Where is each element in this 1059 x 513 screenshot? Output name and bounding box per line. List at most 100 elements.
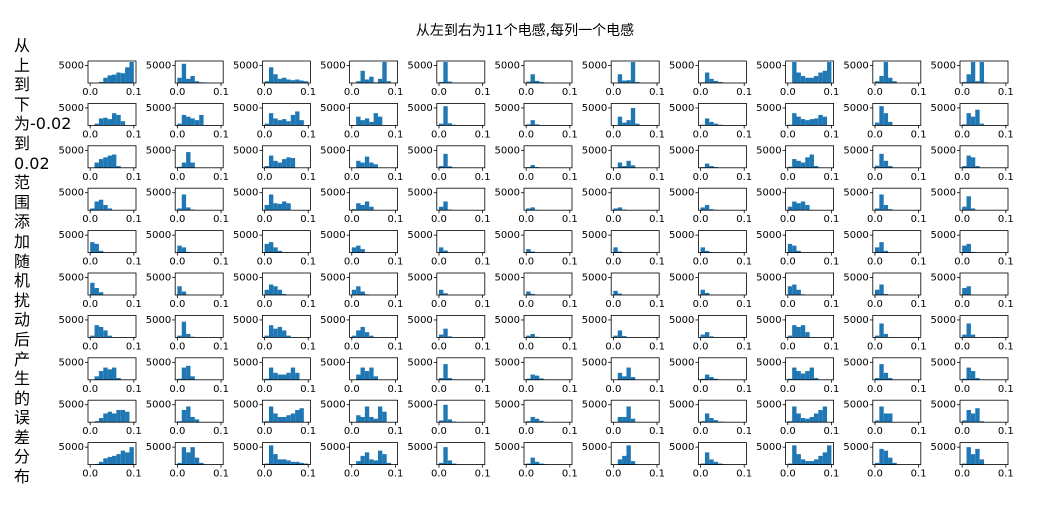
bar bbox=[713, 80, 719, 83]
bar bbox=[94, 421, 99, 423]
x-tick-label: 0.1 bbox=[300, 384, 316, 395]
axes-frame bbox=[698, 60, 747, 84]
bar bbox=[190, 447, 195, 465]
bar bbox=[622, 336, 627, 338]
subplot: 0.0 0.1 5000 bbox=[233, 61, 316, 98]
bar bbox=[630, 461, 636, 465]
x-tick-label: 0.0 bbox=[693, 214, 709, 225]
bar bbox=[530, 333, 535, 338]
bar bbox=[704, 204, 710, 211]
axes-frame bbox=[959, 272, 1009, 296]
plot-area bbox=[88, 273, 136, 295]
bar bbox=[177, 123, 182, 126]
bar bbox=[809, 154, 814, 168]
bar bbox=[879, 406, 884, 423]
axes-frame bbox=[959, 399, 1009, 423]
bar bbox=[120, 450, 126, 465]
y-tick-label: 5000 bbox=[669, 315, 694, 326]
bar bbox=[787, 421, 793, 423]
x-tick-label: 0.1 bbox=[649, 384, 665, 395]
x-tick-label: 0.0 bbox=[344, 214, 360, 225]
x-tick-label: 0.1 bbox=[126, 129, 142, 140]
plot-area bbox=[698, 442, 747, 465]
x-tick-label: 0.1 bbox=[562, 341, 578, 352]
bar bbox=[264, 81, 269, 83]
bar bbox=[630, 377, 636, 380]
bar bbox=[364, 156, 370, 168]
y-tick-label: 5000 bbox=[233, 273, 258, 284]
bar bbox=[186, 116, 191, 126]
bar bbox=[818, 72, 823, 83]
axes-frame bbox=[349, 60, 399, 84]
subplot: 0.0 0.1 5000 bbox=[582, 315, 665, 352]
axes-frame bbox=[959, 145, 1009, 169]
axes-frame bbox=[261, 399, 311, 423]
bar bbox=[373, 376, 378, 380]
plot-area bbox=[611, 188, 660, 211]
bar bbox=[116, 454, 121, 465]
plot-area bbox=[436, 357, 485, 380]
y-tick-label: 5000 bbox=[843, 315, 868, 326]
x-tick-label: 0.1 bbox=[911, 172, 927, 183]
x-tick-label: 0.0 bbox=[518, 87, 534, 98]
bar bbox=[970, 454, 976, 465]
plot-area bbox=[88, 230, 136, 253]
bar bbox=[800, 373, 806, 380]
x-tick-label: 0.1 bbox=[736, 299, 752, 310]
y-tick-label: 5000 bbox=[407, 61, 432, 72]
bar bbox=[617, 74, 623, 83]
bar bbox=[892, 462, 897, 465]
x-tick-label: 0.1 bbox=[126, 426, 142, 437]
bar bbox=[277, 326, 283, 338]
bar bbox=[966, 323, 971, 338]
x-tick-label: 0.1 bbox=[998, 214, 1014, 225]
bar bbox=[874, 420, 880, 423]
bar bbox=[264, 204, 269, 211]
bar bbox=[975, 378, 980, 380]
bar bbox=[874, 289, 880, 295]
axes-frame bbox=[436, 399, 486, 423]
subplot: 0.0 0.1 5000 bbox=[931, 61, 1014, 98]
x-tick-label: 0.0 bbox=[605, 469, 621, 480]
bar bbox=[534, 375, 540, 380]
plot-area bbox=[960, 273, 1008, 295]
bar bbox=[360, 455, 365, 465]
bar bbox=[351, 335, 357, 338]
x-tick-label: 0.0 bbox=[82, 469, 98, 480]
y-tick-label: 5000 bbox=[146, 61, 171, 72]
y-tick-label: 5000 bbox=[582, 145, 607, 156]
axes-frame bbox=[959, 357, 1009, 381]
bar bbox=[704, 250, 710, 253]
bar bbox=[299, 462, 304, 465]
y-tick-label: 5000 bbox=[582, 230, 607, 241]
y-tick-label: 5000 bbox=[146, 357, 171, 368]
axes-frame bbox=[785, 399, 834, 423]
axes-frame bbox=[698, 272, 747, 296]
bar bbox=[874, 335, 880, 338]
bar bbox=[447, 460, 453, 465]
bar bbox=[438, 247, 444, 253]
x-tick-label: 0.0 bbox=[867, 341, 883, 352]
bar bbox=[796, 289, 801, 295]
bar bbox=[277, 459, 283, 465]
x-tick-label: 0.1 bbox=[213, 214, 229, 225]
bar bbox=[186, 452, 191, 465]
bar bbox=[530, 74, 535, 83]
axes-frame bbox=[698, 399, 747, 423]
axes-frame bbox=[872, 272, 922, 296]
y-tick-label: 5000 bbox=[407, 315, 432, 326]
y-tick-label: 5000 bbox=[233, 188, 258, 199]
x-tick-label: 0.1 bbox=[823, 87, 839, 98]
bar bbox=[979, 459, 984, 465]
y-tick-label: 5000 bbox=[843, 357, 868, 368]
subplot: 0.0 0.1 5000 bbox=[146, 273, 229, 310]
bar bbox=[874, 247, 880, 253]
x-tick-label: 0.0 bbox=[693, 426, 709, 437]
subplot: 0.0 0.1 5000 bbox=[669, 145, 752, 182]
subplot: 0.0 0.1 5000 bbox=[407, 188, 490, 225]
bar bbox=[364, 371, 370, 380]
y-tick-label: 5000 bbox=[495, 357, 520, 368]
x-tick-label: 0.0 bbox=[257, 426, 273, 437]
y-tick-label: 5000 bbox=[843, 61, 868, 72]
